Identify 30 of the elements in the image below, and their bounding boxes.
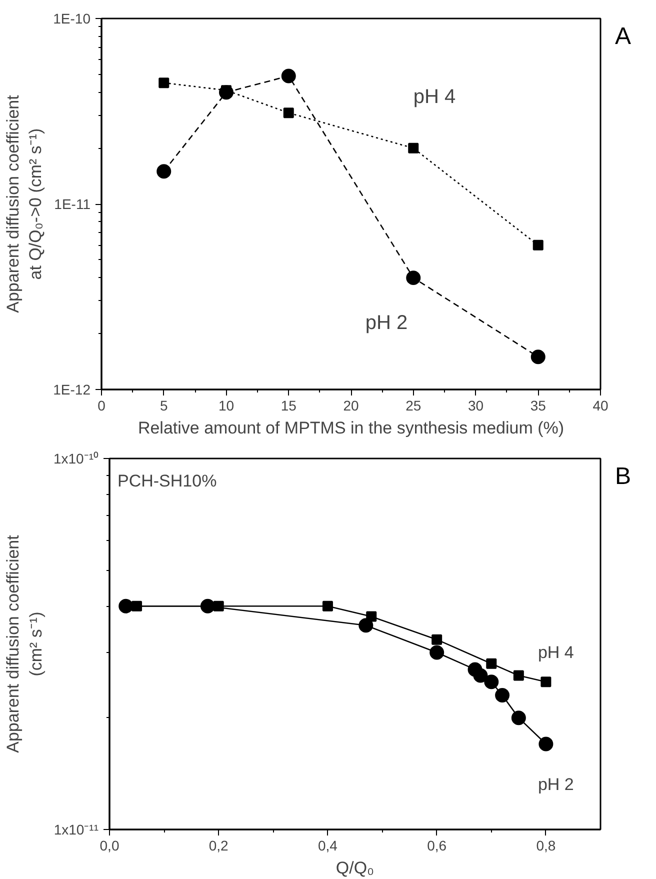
x-tick-label: 30 [468, 398, 484, 414]
y-tick-label: 1E-10 [53, 10, 91, 26]
series-label: pH 2 [538, 775, 574, 794]
x-tick-label: 0 [98, 398, 106, 414]
x-tick-label: 5 [160, 398, 168, 414]
y-tick-label: 1E-12 [53, 382, 91, 398]
y-tick-label: 1E-11 [54, 196, 91, 212]
x-tick-label: 0,8 [536, 838, 556, 854]
text: B [615, 462, 632, 492]
y-axis-title: Apparent diffusion coefficient (cm² s⁻¹) [4, 534, 46, 753]
x-tick-label: 15 [280, 398, 297, 414]
x-axis-title: Q/Q₀ [336, 858, 374, 878]
x-tick-label: 10 [218, 398, 234, 414]
series-label: pH 4 [538, 642, 574, 662]
x-tick-label: 0,0 [100, 838, 120, 854]
x-tick-label: 0,4 [318, 838, 338, 854]
y-tick-label: 1x10⁻¹¹ [54, 822, 99, 838]
x-tick-label: 0,2 [208, 838, 229, 854]
series-label: pH 4 [413, 86, 456, 108]
annotation: PCH-SH10% [118, 472, 217, 490]
x-axis-title: Relative amount of MPTMS in the synthesis medium (%) [138, 418, 564, 438]
y-tick-label: 1x10⁻¹⁰ [53, 450, 99, 466]
x-tick-label: 40 [592, 398, 608, 414]
x-tick-label: 35 [530, 398, 546, 414]
x-tick-label: 20 [343, 398, 359, 414]
y-axis-title: Apparent diffusion coefficient at Q/Q₀->0 (cm² s⁻¹) [3, 94, 46, 313]
x-tick-label: 25 [406, 398, 422, 414]
text: A [615, 22, 632, 52]
x-tick-label: 0,6 [427, 838, 447, 854]
series-label: pH 2 [365, 312, 408, 334]
